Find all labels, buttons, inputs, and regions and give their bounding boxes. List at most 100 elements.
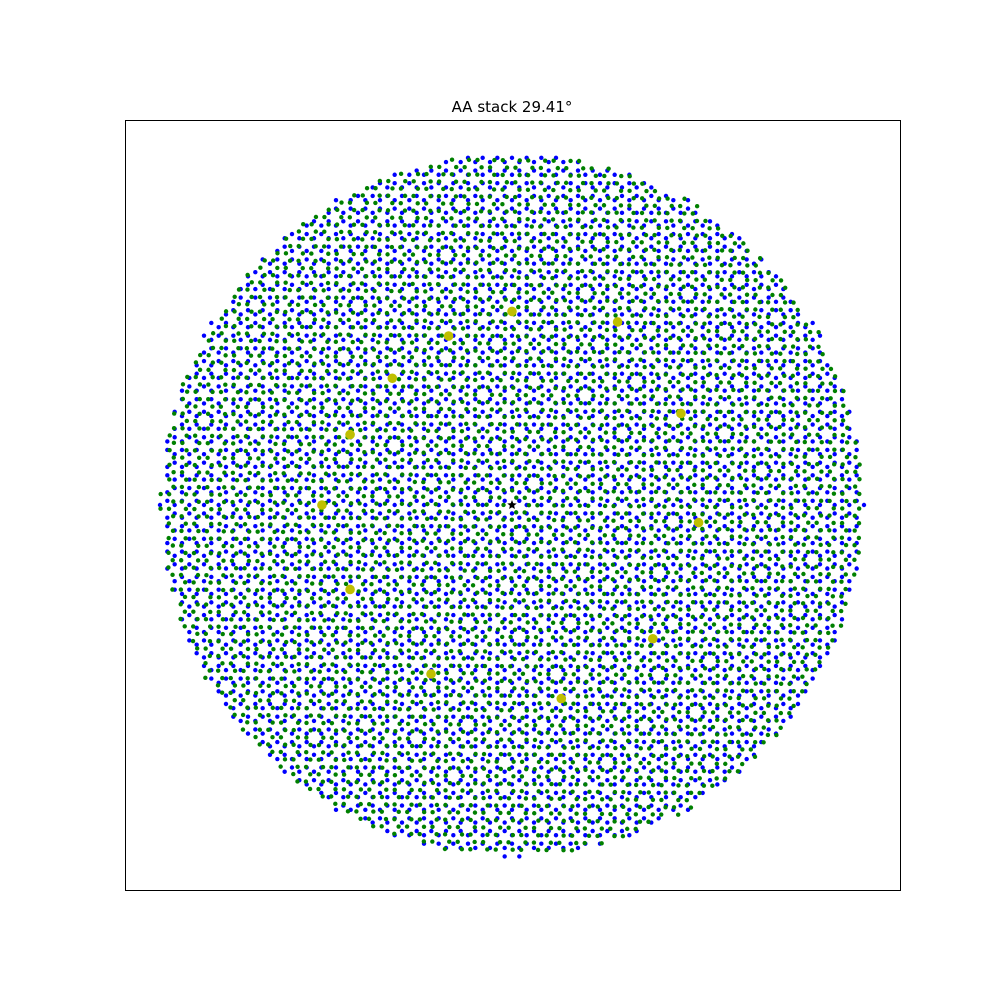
- data-point-bottom: [517, 727, 522, 732]
- data-point-top: [279, 691, 284, 696]
- data-point-top: [256, 456, 261, 461]
- data-point-bottom: [509, 375, 515, 381]
- data-point-bottom: [685, 765, 691, 770]
- data-point-bottom: [685, 714, 691, 719]
- data-point-bottom: [451, 655, 456, 660]
- data-point-top: [323, 456, 329, 462]
- data-point-bottom: [311, 574, 317, 580]
- data-point-top: [193, 374, 198, 380]
- data-point-top: [331, 588, 336, 594]
- data-point-top: [282, 757, 288, 762]
- data-point-top: [310, 552, 315, 557]
- data-point-bottom: [341, 650, 346, 656]
- data-point-bottom: [407, 553, 412, 559]
- data-point-bottom: [216, 451, 221, 457]
- data-point-bottom: [348, 756, 353, 762]
- data-point-top: [279, 632, 285, 637]
- data-point-top: [325, 295, 331, 300]
- data-point-bottom: [385, 693, 390, 698]
- data-point-bottom: [319, 426, 324, 431]
- data-point-top: [278, 720, 284, 725]
- data-point-top: [167, 462, 172, 467]
- data-point-bottom: [370, 498, 375, 503]
- data-point-bottom: [289, 663, 295, 669]
- data-point-bottom: [363, 282, 368, 288]
- data-point-bottom: [223, 600, 229, 605]
- data-point-bottom: [825, 396, 830, 402]
- data-point-bottom: [517, 600, 522, 605]
- data-point-bottom: [267, 498, 273, 503]
- data-point-bottom: [663, 320, 669, 326]
- data-point-bottom: [649, 210, 654, 216]
- data-point-bottom: [443, 286, 449, 292]
- data-point-bottom: [531, 185, 537, 190]
- data-point-bottom: [341, 219, 346, 224]
- data-point-bottom: [443, 490, 449, 495]
- data-point-bottom: [370, 803, 375, 808]
- data-point-top: [297, 515, 303, 520]
- data-point-bottom: [201, 358, 207, 364]
- data-point-bottom: [487, 261, 493, 266]
- data-point-top: [182, 609, 188, 614]
- data-point-bottom: [685, 324, 691, 330]
- data-point-bottom: [341, 778, 346, 783]
- data-point-bottom: [407, 248, 412, 254]
- data-point-bottom: [187, 612, 192, 618]
- data-point-bottom: [656, 248, 661, 254]
- data-point-bottom: [289, 579, 295, 584]
- data-point-top: [231, 397, 236, 402]
- data-point-bottom: [627, 536, 632, 542]
- data-point-bottom: [839, 473, 845, 478]
- data-point-bottom: [429, 185, 434, 190]
- data-point-bottom: [451, 579, 456, 584]
- data-point-bottom: [531, 473, 537, 478]
- data-point-bottom: [502, 439, 507, 444]
- data-point-bottom: [377, 460, 383, 465]
- data-point-bottom: [311, 600, 317, 605]
- data-point-top: [171, 425, 177, 431]
- data-point-top: [295, 375, 300, 381]
- data-point-bottom: [165, 540, 170, 546]
- data-point-bottom: [583, 333, 588, 338]
- data-point-bottom: [531, 422, 537, 427]
- data-point-top: [216, 595, 222, 600]
- data-point-top: [256, 441, 261, 446]
- data-point-bottom: [700, 257, 705, 262]
- data-point-top: [308, 324, 313, 330]
- data-point-top: [196, 484, 202, 490]
- data-point-bottom: [715, 663, 720, 669]
- data-point-bottom: [289, 562, 295, 567]
- data-point-bottom: [854, 464, 859, 470]
- data-point-top: [170, 587, 175, 592]
- data-point-bottom: [473, 820, 478, 825]
- data-point-bottom: [495, 460, 500, 465]
- data-point-bottom: [480, 257, 485, 262]
- data-point-bottom: [759, 663, 764, 669]
- data-point-bottom: [810, 617, 815, 622]
- data-point-bottom: [531, 447, 537, 453]
- data-point-bottom: [539, 807, 544, 813]
- data-point-bottom: [575, 193, 581, 199]
- data-point-bottom: [707, 320, 713, 326]
- data-point-bottom: [253, 320, 258, 326]
- data-point-bottom: [458, 261, 463, 266]
- data-point-bottom: [355, 371, 361, 376]
- data-point-bottom: [685, 553, 691, 559]
- data-point-bottom: [443, 312, 449, 317]
- data-point-bottom: [238, 566, 243, 571]
- data-point-bottom: [729, 612, 735, 618]
- data-point-top: [274, 309, 280, 315]
- data-point-bottom: [414, 650, 419, 656]
- data-point-bottom: [458, 193, 463, 199]
- data-point-bottom: [223, 642, 229, 647]
- data-point-top: [240, 712, 246, 718]
- data-point-bottom: [612, 409, 617, 415]
- data-point-bottom: [238, 473, 243, 478]
- data-point-bottom: [370, 439, 375, 444]
- data-point-bottom: [304, 384, 309, 389]
- data-point-top: [324, 368, 330, 374]
- data-point-bottom: [392, 350, 397, 355]
- data-point-bottom: [399, 523, 405, 529]
- data-point-bottom: [641, 401, 647, 406]
- data-point-bottom: [377, 756, 383, 762]
